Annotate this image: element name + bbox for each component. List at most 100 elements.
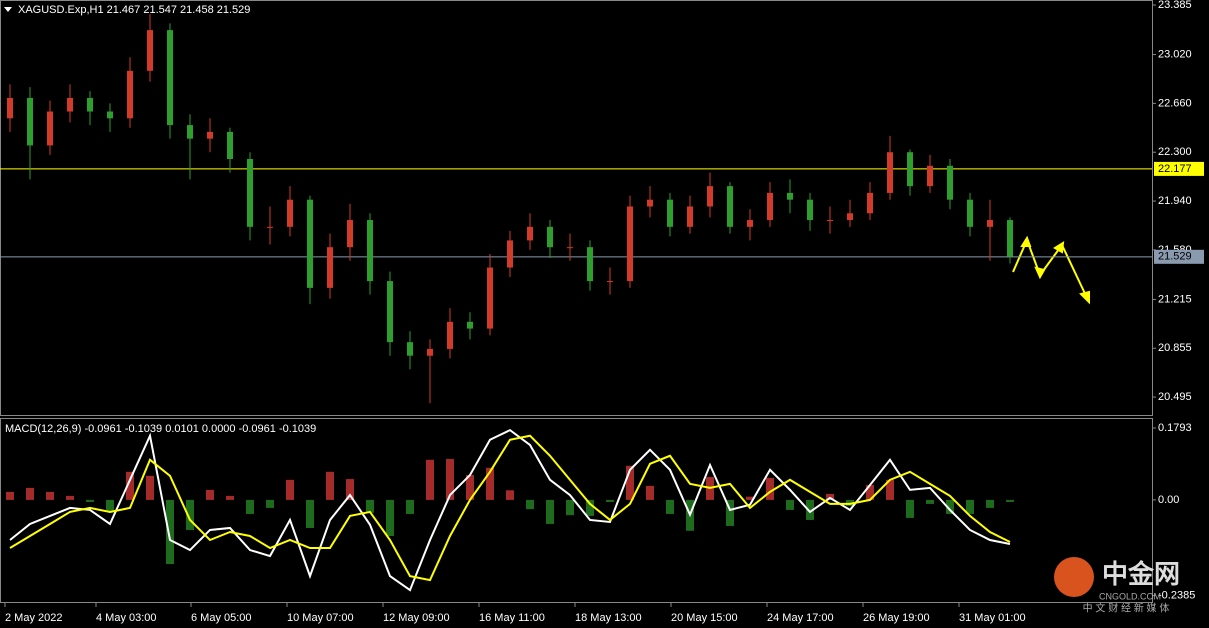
- price-label-box: [1154, 249, 1204, 264]
- candle-body: [267, 226, 273, 228]
- candle-body: [147, 30, 153, 71]
- x-tick-label: 2 May 2022: [5, 612, 62, 624]
- histogram-bar: [506, 490, 514, 500]
- candle-body: [587, 247, 593, 282]
- histogram-bar: [246, 499, 254, 514]
- histogram-bar: [26, 487, 34, 500]
- histogram-bar: [1006, 499, 1014, 502]
- y-tick-label: 21.940: [1158, 195, 1192, 207]
- histogram-bar: [466, 475, 474, 500]
- candle-body: [827, 220, 833, 222]
- candle-body: [767, 192, 773, 221]
- candle-body: [707, 186, 713, 207]
- x-tick-label: 12 May 09:00: [383, 612, 450, 624]
- arrow-head: [1053, 241, 1065, 254]
- histogram-bar: [946, 499, 954, 514]
- histogram-bar: [626, 465, 634, 500]
- logo-brand: 中金网: [1102, 559, 1180, 589]
- candle-body: [487, 267, 493, 329]
- candle-body: [1007, 220, 1013, 257]
- histogram-bar: [186, 499, 194, 530]
- histogram-bar: [606, 499, 614, 502]
- chart-title: XAGUSD.Exp,H1 21.467 21.547 21.458 21.52…: [18, 4, 250, 16]
- x-tick-label: 31 May 01:00: [959, 612, 1026, 624]
- candle-body: [127, 70, 133, 119]
- y-tick-label: 21.215: [1158, 293, 1192, 305]
- y-tick-label: 0.1793: [1158, 422, 1192, 434]
- candle-body: [247, 158, 253, 227]
- histogram-bar: [526, 499, 534, 510]
- candle-body: [787, 192, 793, 200]
- candle-body: [507, 240, 513, 268]
- candle-body: [607, 281, 613, 283]
- histogram-bar: [106, 499, 114, 512]
- candle-body: [87, 97, 93, 112]
- x-tick-label: 10 May 07:00: [287, 612, 354, 624]
- histogram-bar: [266, 499, 274, 508]
- y-tick-label: 20.495: [1158, 391, 1192, 403]
- histogram-bar: [166, 499, 174, 565]
- candle-body: [987, 220, 993, 227]
- x-tick-label: 4 May 03:00: [96, 612, 157, 624]
- candle-body: [927, 165, 933, 187]
- candle-body: [867, 192, 873, 214]
- candle-body: [547, 226, 553, 248]
- y-tick-label: -0.2385: [1158, 589, 1195, 601]
- y-tick-label: 20.855: [1158, 342, 1192, 354]
- histogram-bar: [926, 499, 934, 504]
- histogram-bar: [906, 499, 914, 518]
- histogram-bar: [546, 499, 554, 524]
- candle-body: [287, 199, 293, 227]
- menu-icon[interactable]: [4, 7, 12, 12]
- candle-body: [687, 206, 693, 227]
- macd-pane: [0, 418, 1153, 603]
- arrow-head: [1079, 290, 1090, 305]
- candle-body: [307, 199, 313, 288]
- candle-body: [447, 321, 453, 349]
- candle-body: [347, 220, 353, 248]
- candle-body: [207, 131, 213, 139]
- candle-body: [27, 97, 33, 146]
- price-label: 22.177: [1158, 163, 1192, 175]
- candle-body: [7, 97, 13, 119]
- histogram-bar: [66, 495, 74, 500]
- y-tick-label: 23.020: [1158, 48, 1192, 60]
- watermark: 中金网 CNGOLD.COM 中 文 财 经 新 媒 体: [1054, 557, 1180, 615]
- macd-line: [9, 428, 1011, 592]
- histogram-bar: [6, 491, 14, 500]
- histogram-bar: [646, 485, 654, 500]
- macd-title: MACD(12,26,9) -0.0961 -0.1039 0.0101 0.0…: [5, 423, 316, 435]
- arrow: [1061, 244, 1089, 301]
- candle-body: [327, 247, 333, 288]
- histogram-bar: [966, 499, 974, 514]
- candle-body: [807, 199, 813, 221]
- logo-domain: CNGOLD.COM: [1099, 591, 1161, 601]
- histogram-bar: [806, 499, 814, 520]
- candle-body: [727, 186, 733, 227]
- price-label: 21.529: [1158, 251, 1192, 263]
- price-label-box: [1154, 161, 1204, 176]
- macd-line: [9, 434, 1011, 582]
- candle-body: [367, 220, 373, 282]
- x-tick-label: 6 May 05:00: [191, 612, 252, 624]
- candle-body: [467, 321, 473, 329]
- candle-body: [567, 247, 573, 249]
- x-tick-label: 26 May 19:00: [863, 612, 930, 624]
- candle-body: [47, 111, 53, 146]
- candle-body: [667, 199, 673, 227]
- histogram-bar: [386, 499, 394, 536]
- arrow-head: [1020, 235, 1032, 247]
- candle-body: [187, 125, 193, 139]
- histogram-bar: [566, 499, 574, 516]
- candle-body: [907, 152, 913, 187]
- forecast-arrows: [1012, 235, 1090, 305]
- histogram-bar: [446, 458, 454, 500]
- histogram-bar: [226, 495, 234, 500]
- arrow-head: [1034, 266, 1046, 280]
- histogram-bar: [86, 499, 94, 502]
- histogram-bar: [46, 491, 54, 500]
- x-tick-label: 24 May 17:00: [767, 612, 834, 624]
- candle-body: [947, 165, 953, 200]
